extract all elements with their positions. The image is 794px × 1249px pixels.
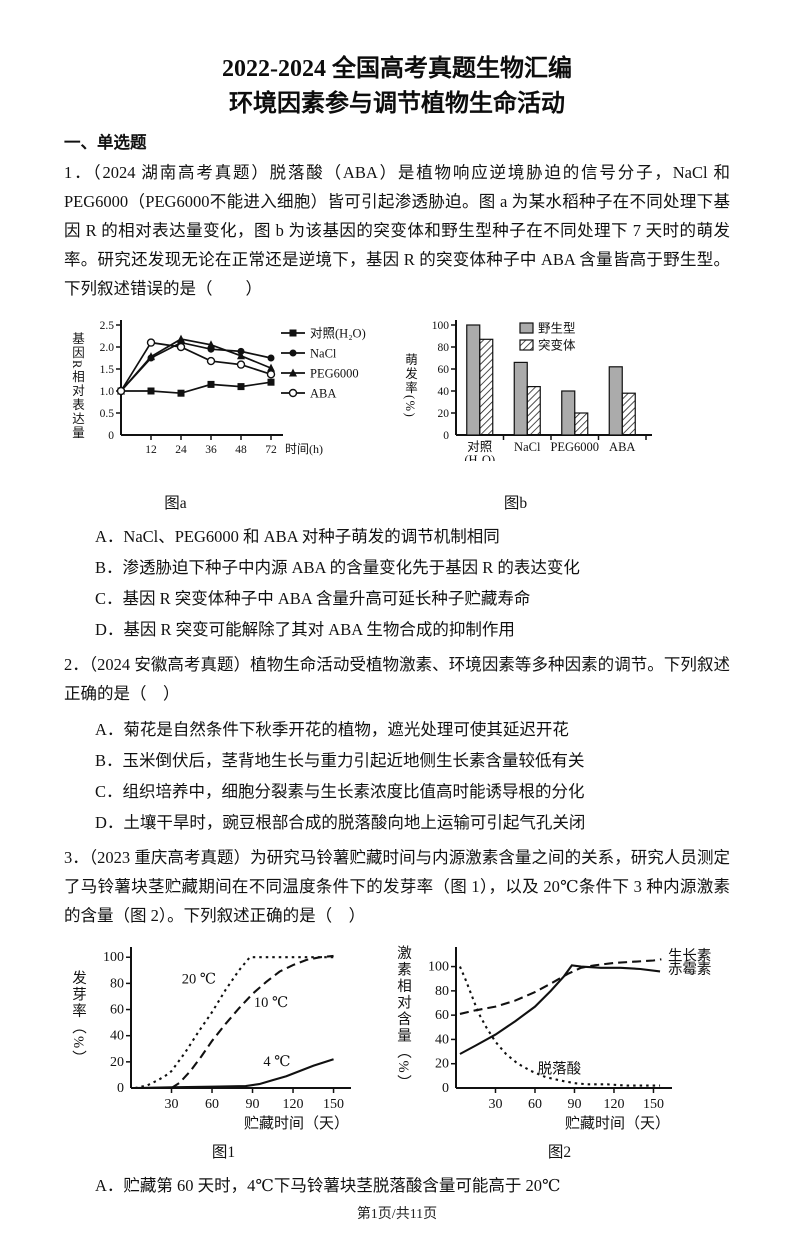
- svg-text:24: 24: [175, 444, 187, 456]
- svg-text:时间(h): 时间(h): [285, 442, 323, 456]
- page-title: 2022-2024 全国高考真题生物汇编: [222, 56, 572, 82]
- svg-text:30: 30: [165, 1097, 179, 1112]
- question-1-option-a: A．NaCl、PEG6000 和 ABA 对种子萌发的调节机制相同: [95, 527, 500, 546]
- svg-text:0.5: 0.5: [100, 408, 115, 420]
- svg-text:NaCl: NaCl: [310, 347, 337, 361]
- question-2-option-d: D．土壤干旱时，豌豆根部合成的脱落酸向地上运输可引起气孔关闭: [95, 813, 586, 832]
- svg-text:赤霉素: 赤霉素: [668, 961, 712, 978]
- question-1-stem: 1．（2024 湖南高考真题）脱落酸（ABA）是植物响应逆境胁迫的信号分子，Na…: [64, 163, 730, 298]
- question-2-option-b: B．玉米倒伏后，茎背地生长与重力引起近地侧生长素含量较低有关: [95, 751, 585, 770]
- question-3-stem: 3．（2023 重庆高考真题）为研究马铃薯贮藏时间与内源激素含量之间的关系，研究…: [64, 848, 730, 925]
- fig-1-line-chart: 0 20 40 60 80 100 30 60 90 120 150 贮藏时间（天） 20 ℃ 10 ℃ 4…: [103, 947, 351, 1132]
- svg-text:40: 40: [435, 1032, 449, 1047]
- svg-text:1.0: 1.0: [100, 386, 115, 398]
- question-1-options: A．NaCl、PEG6000 和 ABA 对种子萌发的调节机制相同 B．渗透胁迫…: [64, 521, 730, 645]
- svg-text:20: 20: [435, 1057, 449, 1072]
- question-1-option-d: D．基因 R 突变可能解除了其对 ABA 生物合成的抑制作用: [95, 620, 515, 639]
- figure-row-1: 基因R相对表达量 0 0.5 1.0 1.5 2.0 2.5 12 24 36 48 72 时间(h)…: [68, 311, 730, 513]
- fig-2-caption: 图2: [547, 1144, 572, 1161]
- question-3-options: A．贮藏第 60 天时，4℃下马铃薯块茎脱落酸含量可能高于 20℃: [64, 1170, 730, 1201]
- svg-text:100: 100: [428, 960, 449, 975]
- svg-text:0: 0: [443, 430, 449, 442]
- svg-text:48: 48: [235, 444, 247, 456]
- svg-text:90: 90: [567, 1097, 581, 1112]
- question-3-option-a: A．贮藏第 60 天时，4℃下马铃薯块茎脱落酸含量可能高于 20℃: [95, 1176, 561, 1195]
- svg-text:ABA: ABA: [609, 440, 635, 454]
- svg-text:100: 100: [432, 320, 450, 332]
- svg-text:PEG6000: PEG6000: [310, 367, 359, 381]
- svg-text:60: 60: [205, 1097, 219, 1112]
- svg-text:脱落酸: 脱落酸: [538, 1060, 582, 1077]
- svg-text:20: 20: [110, 1055, 124, 1070]
- fig-b-caption: 图b: [503, 495, 528, 512]
- svg-text:NaCl: NaCl: [514, 440, 541, 454]
- svg-text:生长素: 生长素: [668, 948, 712, 965]
- svg-text:0: 0: [442, 1081, 449, 1096]
- svg-text:贮藏时间（天）: 贮藏时间（天）: [244, 1115, 349, 1132]
- svg-text:80: 80: [438, 342, 450, 354]
- svg-text:对照: 对照: [467, 440, 492, 454]
- svg-text:60: 60: [528, 1097, 542, 1112]
- svg-text:120: 120: [283, 1097, 304, 1112]
- svg-text:20: 20: [438, 408, 450, 420]
- svg-text:40: 40: [110, 1029, 124, 1044]
- fig-2-y-axis-label: 激素相对含量（%）: [395, 944, 411, 1092]
- fig-a-caption: 图a: [164, 495, 187, 512]
- svg-text:1.5: 1.5: [100, 364, 115, 376]
- fig-1-caption: 图1: [211, 1144, 236, 1161]
- svg-text:对照(H₂O): 对照(H₂O): [310, 327, 366, 341]
- question-2-options: A．菊花是自然条件下秋季开花的植物，遮光处理可使其延迟开花 B．玉米倒伏后，茎背…: [64, 714, 730, 838]
- svg-text:PEG6000: PEG6000: [550, 440, 599, 454]
- question-2-option-c: C．组织培养中，细胞分裂素与生长素浓度比值高时能诱导根的分化: [95, 782, 585, 801]
- svg-text:0: 0: [108, 430, 114, 442]
- fig-1-y-axis-label: 发芽率（%）: [70, 969, 86, 1067]
- svg-text:150: 150: [643, 1097, 664, 1112]
- question-2-option-a: A．菊花是自然条件下秋季开花的植物，遮光处理可使其延迟开花: [95, 720, 569, 739]
- svg-text:ABA: ABA: [310, 387, 336, 401]
- svg-text:80: 80: [435, 984, 449, 999]
- svg-text:10 ℃: 10 ℃: [254, 995, 288, 1011]
- svg-text:60: 60: [435, 1008, 449, 1023]
- svg-text:30: 30: [488, 1097, 502, 1112]
- svg-text:120: 120: [603, 1097, 624, 1112]
- question-1-option-b: B．渗透胁迫下种子中内源 ABA 的含量变化先于基因 R 的表达变化: [95, 558, 580, 577]
- svg-text:100: 100: [103, 950, 124, 965]
- question-2-stem: 2．（2024 安徽高考真题）植物生命活动受植物激素、环境因素等多种因素的调节。…: [64, 655, 730, 703]
- fig-a-y-axis-label: 基因R相对表达量: [70, 332, 84, 440]
- svg-text:2.0: 2.0: [100, 342, 115, 354]
- svg-text:60: 60: [438, 364, 450, 376]
- svg-text:2.5: 2.5: [100, 320, 115, 332]
- svg-text:突变体: 突变体: [538, 338, 576, 353]
- svg-text:野生型: 野生型: [538, 322, 576, 336]
- page-subtitle: 环境因素参与调节植物生命活动: [229, 91, 565, 117]
- svg-text:40: 40: [438, 386, 450, 398]
- svg-text:80: 80: [110, 976, 124, 991]
- figure-2: 激素相对含量（%） 0 20 40 60 80 100 30 60 90 120 150 贮藏时间（天…: [393, 938, 726, 1162]
- svg-text:4 ℃: 4 ℃: [263, 1054, 290, 1070]
- svg-text:60: 60: [110, 1003, 124, 1018]
- fig-b-y-axis-label: 萌发率(%): [403, 353, 417, 419]
- svg-text:150: 150: [323, 1097, 344, 1112]
- question-1-option-c: C．基因 R 突变体种子中 ABA 含量升高可延长种子贮藏寿命: [95, 589, 531, 608]
- fig-a-line-chart: 0 0.5 1.0 1.5 2.0 2.5 12 24 36 48 72 时间(h) 对照(H₂O) Na…: [100, 320, 366, 456]
- svg-text:90: 90: [246, 1097, 260, 1112]
- section-heading: 一、单选题: [64, 133, 147, 152]
- svg-text:(H₂O): (H₂O): [464, 453, 495, 461]
- figure-a: 基因R相对表达量 0 0.5 1.0 1.5 2.0 2.5 12 24 36 48 72 时间(h)…: [68, 311, 387, 513]
- svg-text:72: 72: [265, 444, 277, 456]
- svg-text:36: 36: [205, 444, 217, 456]
- svg-text:20 ℃: 20 ℃: [182, 971, 216, 987]
- svg-text:贮藏时间（天）: 贮藏时间（天）: [565, 1115, 670, 1132]
- page-number: 第1页/共11页: [356, 1207, 438, 1222]
- figure-b: 萌发率(%) 0 20 40 60 80 100 对照 (H₂O) NaCl PEG6000 ABA…: [401, 311, 670, 513]
- figure-1: 发芽率（%） 0 20 40 60 80 100 30 60 90 120 150 贮藏时间（天） 20…: [68, 938, 379, 1162]
- svg-text:12: 12: [145, 444, 157, 456]
- figure-row-2: 发芽率（%） 0 20 40 60 80 100 30 60 90 120 150 贮藏时间（天） 20…: [68, 938, 730, 1162]
- svg-text:0: 0: [117, 1081, 124, 1096]
